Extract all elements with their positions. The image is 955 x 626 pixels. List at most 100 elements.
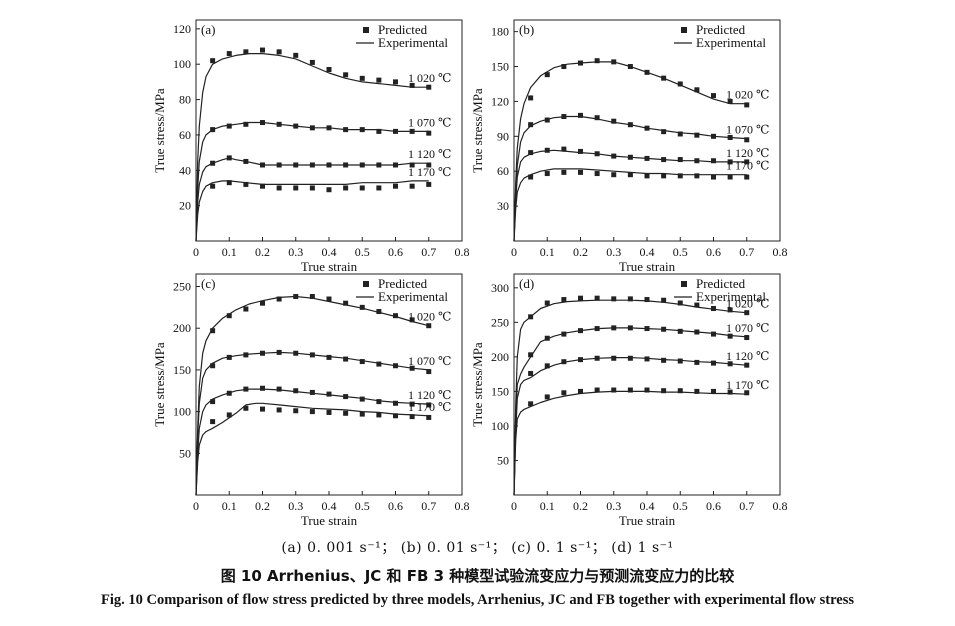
y-tick-label: 80 xyxy=(179,93,191,107)
predicted-point xyxy=(359,185,365,191)
x-tick-label: 0.7 xyxy=(739,245,754,259)
predicted-point xyxy=(661,129,667,135)
plot-frame xyxy=(195,19,463,242)
predicted-point xyxy=(393,183,398,189)
predicted-point xyxy=(293,350,299,356)
predicted-point xyxy=(409,401,415,407)
subpanel-caption: (a) 0. 001 s⁻¹； (b) 0. 01 s⁻¹； (c) 0. 1 … xyxy=(281,540,674,556)
predicted-point xyxy=(243,306,249,312)
predicted-point xyxy=(528,352,534,358)
predicted-point xyxy=(393,313,398,319)
predicted-point xyxy=(226,412,232,418)
predicted-point xyxy=(661,157,667,163)
predicted-point xyxy=(326,125,332,131)
predicted-point xyxy=(426,369,432,375)
x-tick-label: 0.3 xyxy=(606,245,621,259)
figure: 0 0.1 0.2 0.3 0.4 0.5 0.6 0.7 0.8 20 40 60 80 100 120 T… xyxy=(152,19,788,528)
predicted-point xyxy=(578,148,583,154)
series-label: 1 020 ℃ xyxy=(408,310,451,324)
predicted-point xyxy=(276,162,282,168)
y-axis-label: True stress/MPa xyxy=(152,342,167,427)
predicted-point xyxy=(694,158,700,164)
predicted-point xyxy=(594,326,600,332)
predicted-point xyxy=(243,49,249,55)
experimental-curve xyxy=(195,157,429,242)
x-tick-label: 0.5 xyxy=(673,245,688,259)
predicted-point xyxy=(243,158,249,164)
panel-1: 0 0.1 0.2 0.3 0.4 0.5 0.6 0.7 0.8 20 40 60 80 100 120 T… xyxy=(152,19,470,274)
predicted-point xyxy=(528,95,534,101)
y-tick-label: 100 xyxy=(173,405,191,419)
y-tick-label: 300 xyxy=(491,281,509,295)
predicted-point xyxy=(627,355,633,361)
predicted-point xyxy=(309,409,315,415)
predicted-point xyxy=(260,162,265,168)
predicted-point xyxy=(226,123,232,129)
x-tick-label: 0.5 xyxy=(355,245,370,259)
predicted-point xyxy=(409,414,415,420)
predicted-point xyxy=(694,302,700,308)
predicted-point xyxy=(326,409,332,415)
x-tick-label: 0.1 xyxy=(540,245,555,259)
predicted-point xyxy=(260,47,265,53)
predicted-point xyxy=(694,173,700,179)
predicted-point xyxy=(561,331,567,337)
predicted-point xyxy=(644,69,650,75)
x-tick-label: 0.1 xyxy=(540,499,555,513)
legend-predicted-marker xyxy=(681,281,687,287)
series-label: 1 020 ℃ xyxy=(726,88,769,102)
predicted-point xyxy=(293,408,299,414)
x-tick-label: 0.6 xyxy=(706,245,721,259)
predicted-point xyxy=(578,388,583,394)
predicted-point xyxy=(544,300,550,306)
series-3: 1 120 ℃ xyxy=(195,147,451,242)
predicted-point xyxy=(677,300,683,306)
predicted-point xyxy=(677,388,683,394)
x-axis-label: True strain xyxy=(301,259,358,274)
x-tick-label: 0.5 xyxy=(355,499,370,513)
series-1: 1 020 ℃ xyxy=(195,294,451,496)
series-1: 1 020 ℃ xyxy=(513,295,769,496)
predicted-point xyxy=(611,172,617,178)
y-tick-label: 150 xyxy=(173,363,191,377)
predicted-point xyxy=(226,354,232,360)
predicted-point xyxy=(744,159,750,165)
predicted-point xyxy=(528,150,534,156)
series-1: 1 020 ℃ xyxy=(195,47,451,242)
predicted-point xyxy=(376,412,382,418)
predicted-point xyxy=(528,314,534,320)
panel-label: (a) xyxy=(201,22,215,37)
experimental-curve xyxy=(513,299,747,496)
predicted-point xyxy=(694,388,700,394)
y-tick-label: 150 xyxy=(491,60,509,74)
x-tick-label: 0.3 xyxy=(288,499,303,513)
predicted-point xyxy=(611,355,617,361)
predicted-point xyxy=(627,154,633,160)
predicted-point xyxy=(276,121,282,127)
x-tick-label: 0.6 xyxy=(388,245,403,259)
series-label: 1 020 ℃ xyxy=(726,297,769,311)
x-tick-label: 0.1 xyxy=(222,499,237,513)
predicted-point xyxy=(744,390,750,396)
predicted-point xyxy=(393,128,398,134)
series-label: 1 020 ℃ xyxy=(408,71,451,85)
predicted-point xyxy=(260,406,265,412)
x-axis-label: True strain xyxy=(619,513,676,528)
predicted-point xyxy=(309,59,315,65)
predicted-point xyxy=(661,297,667,303)
predicted-point xyxy=(644,125,650,131)
predicted-point xyxy=(309,125,315,131)
x-tick-label: 0.4 xyxy=(322,245,337,259)
predicted-point xyxy=(326,187,332,193)
predicted-point xyxy=(260,385,265,391)
predicted-point xyxy=(343,356,349,362)
x-tick-label: 0.6 xyxy=(706,499,721,513)
predicted-point xyxy=(210,183,216,189)
legend-predicted-label: Predicted xyxy=(378,276,428,291)
y-axis-label: True stress/MPa xyxy=(152,88,167,173)
predicted-point xyxy=(677,358,683,364)
predicted-point xyxy=(276,49,282,55)
predicted-point xyxy=(727,389,733,395)
predicted-point xyxy=(343,300,349,306)
predicted-point xyxy=(627,122,633,128)
